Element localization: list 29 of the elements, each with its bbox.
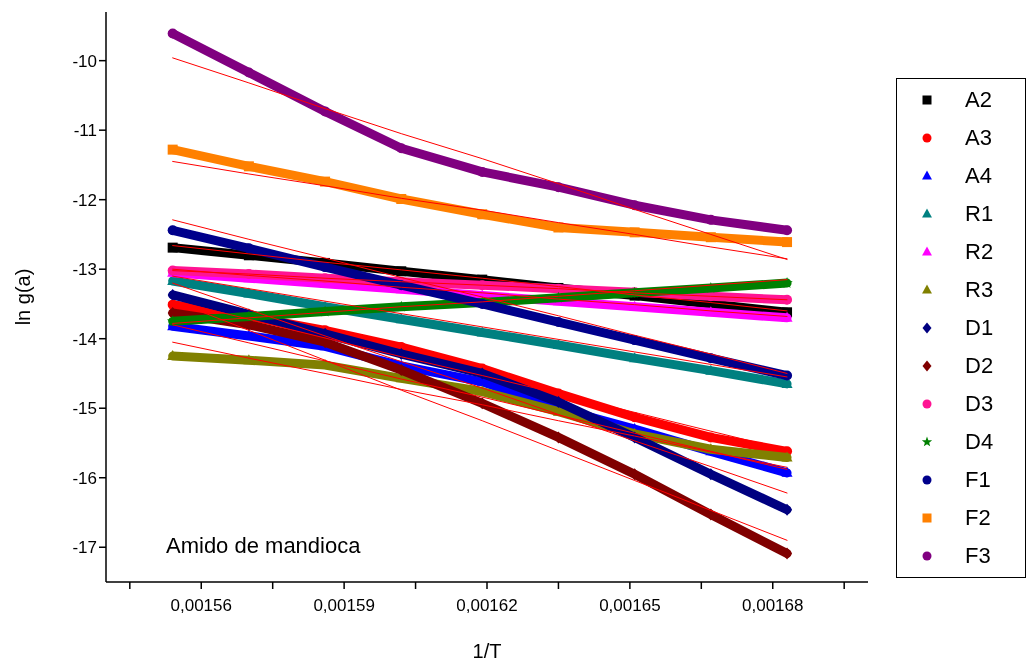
x-axis-title: 1/T [472,640,502,662]
x-tick-label: 0,00168 [742,596,804,616]
y-tick-label: -14 [72,329,97,349]
y-tick-label: -13 [72,260,97,280]
y-tick-label: -15 [72,399,97,419]
legend-label: R1 [965,201,994,227]
legend-label: F2 [965,505,991,531]
y-axis-title: ln g(a) [12,268,35,326]
legend-label: D4 [965,429,994,455]
legend-label: A3 [965,125,992,151]
legend-label: A4 [965,163,992,189]
y-tick-label: -17 [72,538,97,558]
legend-label: A2 [965,87,992,113]
x-tick-label: 0,00159 [313,596,375,616]
x-tick-label: 0,00165 [599,596,661,616]
y-tick-label: -12 [72,190,97,210]
legend-label: D2 [965,353,994,379]
legend-label: D1 [965,315,994,341]
legend-label: F1 [965,467,991,493]
y-tick-label: -10 [72,51,97,71]
legend-label: R2 [965,239,994,265]
legend-label: D3 [965,391,994,417]
y-tick-label: -16 [72,468,97,488]
legend-label: R3 [965,277,994,303]
x-tick-label: 0,00162 [456,596,518,616]
legend-label: F3 [965,543,991,569]
annotation: Amido de mandioca [166,533,361,559]
x-tick-label: 0,00156 [170,596,232,616]
y-tick-label: -11 [73,121,97,141]
